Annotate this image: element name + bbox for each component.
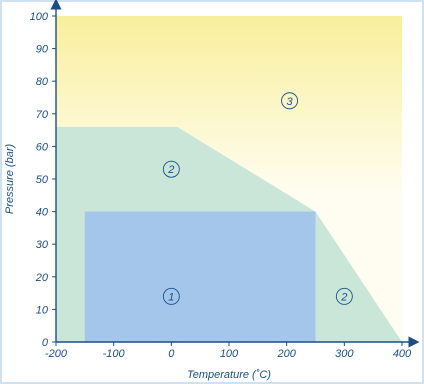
x-tick-label--200: -200	[45, 348, 68, 360]
region-3-marker-0	[281, 92, 298, 110]
y-tick-label-60: 60	[36, 141, 49, 153]
y-tick-label-30: 30	[36, 239, 49, 251]
y-tick-label-80: 80	[36, 76, 49, 88]
y-axis-title: Pressure (bar)	[4, 144, 16, 215]
y-tick-label-0: 0	[42, 337, 49, 349]
region-1-label-3: 1	[168, 291, 174, 303]
regions-layer	[56, 16, 402, 342]
region-2-label-1: 2	[167, 164, 174, 176]
y-tick-label-20: 20	[35, 272, 49, 284]
region-2-marker-1	[162, 160, 180, 178]
x-tick-label-100: 100	[220, 348, 239, 360]
x-axis-title: Temperature (˚C)	[187, 369, 271, 381]
x-tick-label-300: 300	[335, 348, 354, 360]
y-tick-label-70: 70	[36, 109, 49, 121]
region-3-label-0: 3	[286, 96, 293, 108]
region-1-marker-3	[162, 287, 180, 305]
x-tick-label-200: 200	[276, 348, 296, 360]
region-1-area	[84, 211, 316, 342]
x-tick-label--100: -100	[103, 348, 126, 360]
x-tick-label-400: 400	[393, 348, 412, 360]
region-2-label-2: 2	[340, 291, 347, 303]
y-tick-label-100: 100	[30, 11, 49, 23]
y-tick-label-40: 40	[36, 207, 49, 219]
axes-layer: -200 -100 0 100 200 300 400 0 10 20 30 40 50 60 70 80 90…	[30, 0, 420, 360]
y-tick-label-90: 90	[36, 44, 49, 56]
labels-layer: 3 2 2 1	[162, 92, 353, 305]
region-2-marker-2	[335, 287, 353, 305]
y-tick-label-10: 10	[36, 304, 49, 316]
x-tick-label-0: 0	[168, 348, 175, 360]
y-tick-label-50: 50	[36, 174, 49, 186]
